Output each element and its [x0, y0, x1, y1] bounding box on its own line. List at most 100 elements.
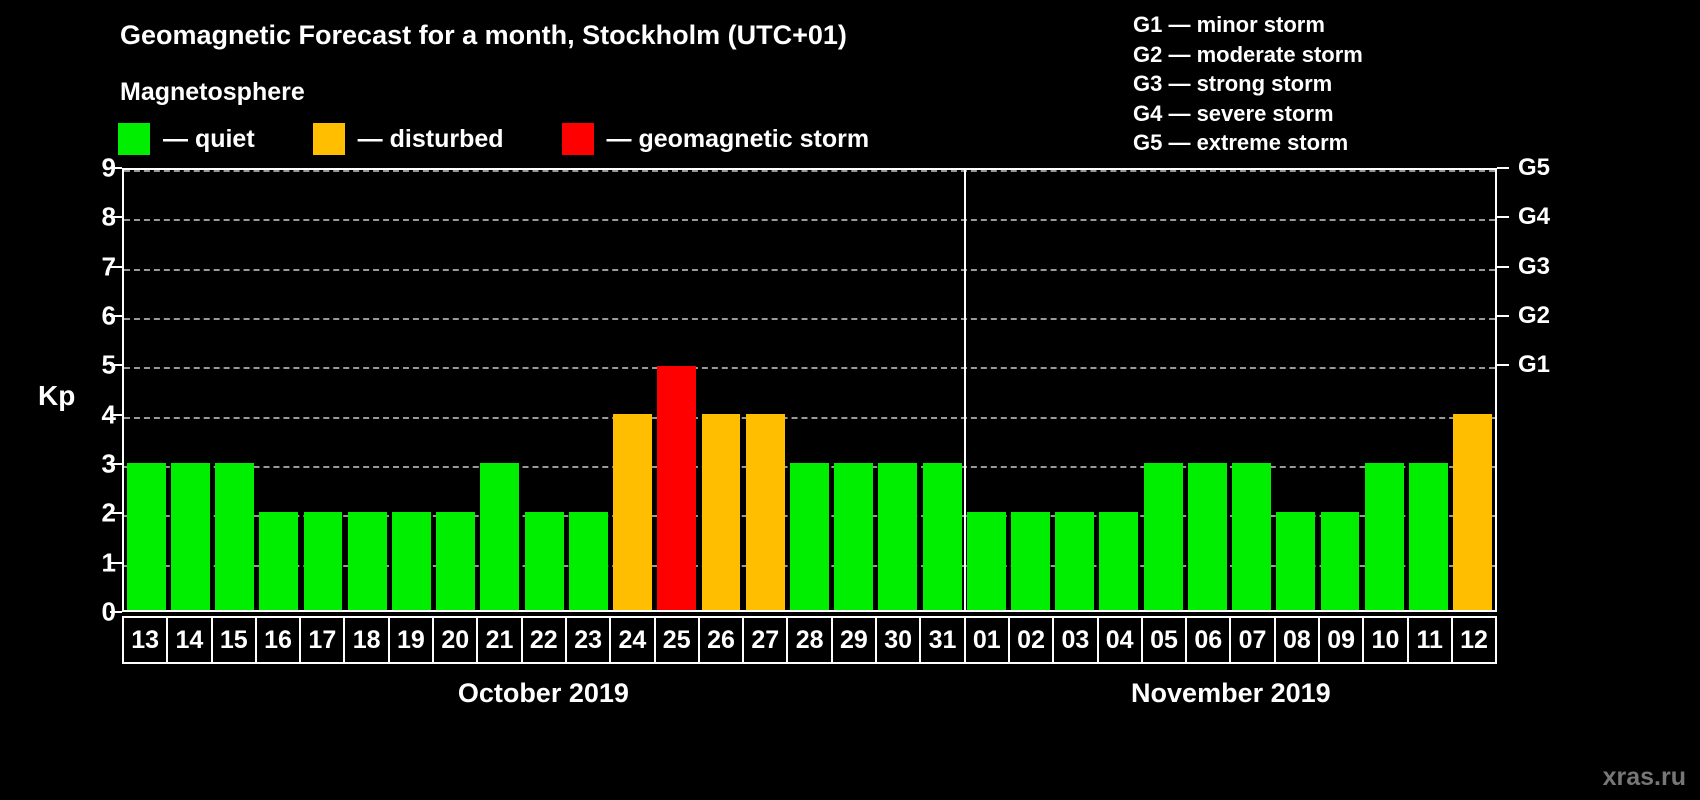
day-label-20: 20 — [432, 616, 479, 664]
legend-label: — geomagnetic storm — [606, 124, 870, 153]
bar-cell-31 — [920, 170, 964, 610]
bar-26 — [701, 414, 741, 610]
day-label-31: 31 — [919, 616, 966, 664]
day-label-28: 28 — [786, 616, 833, 664]
day-label-25: 25 — [653, 616, 700, 664]
day-label-13: 13 — [122, 616, 169, 664]
bar-18 — [347, 512, 387, 610]
bar-cell-30 — [876, 170, 920, 610]
bar-01 — [966, 512, 1006, 610]
bar-15 — [215, 463, 254, 610]
bar-series — [124, 170, 1495, 610]
bar-cell-17 — [301, 170, 345, 610]
bar-09 — [1320, 512, 1360, 610]
bar-16 — [259, 512, 299, 610]
gridline-kp-6 — [124, 318, 1495, 320]
day-label-07: 07 — [1229, 616, 1276, 664]
y-tick-label-0: 0 — [101, 596, 116, 627]
gridline-kp-7 — [124, 268, 1495, 271]
day-label-30: 30 — [875, 616, 922, 664]
chart-plot-area — [122, 168, 1497, 612]
gridline-kp-4 — [124, 416, 1495, 419]
bar-cell-07 — [1229, 170, 1273, 610]
day-label-05: 05 — [1140, 616, 1188, 664]
y-tick-label-1: 1 — [101, 547, 116, 578]
day-label-16: 16 — [254, 616, 302, 664]
day-label-14: 14 — [166, 616, 213, 664]
y-axis-label: Kp — [38, 380, 76, 411]
month-divider — [964, 170, 967, 610]
y-tick-label-3: 3 — [101, 448, 116, 479]
bar-cell-06 — [1185, 170, 1229, 610]
bar-04 — [1099, 512, 1139, 610]
gridline-kp-8 — [124, 219, 1495, 222]
gridline-kp-9 — [124, 170, 1495, 172]
bar-cell-12 — [1451, 170, 1495, 610]
day-label-29: 29 — [830, 616, 878, 664]
magnetosphere-label: Magnetosphere — [120, 78, 305, 106]
bar-cell-28 — [787, 170, 831, 610]
bar-cell-13 — [124, 170, 168, 610]
bar-cell-01 — [964, 170, 1008, 610]
bar-02 — [1011, 512, 1050, 610]
day-label-17: 17 — [299, 616, 346, 664]
day-label-02: 02 — [1007, 616, 1055, 664]
bar-cell-25 — [655, 170, 699, 610]
g-tick-label-G1: G1 — [1518, 351, 1551, 379]
day-label-19: 19 — [387, 616, 435, 664]
y-tick-mark-6 — [110, 315, 122, 317]
bar-cell-20 — [434, 170, 478, 610]
y-tick-mark-9 — [110, 167, 122, 169]
y-tick-label-4: 4 — [101, 399, 116, 430]
day-label-15: 15 — [210, 616, 257, 664]
bar-21 — [480, 463, 520, 610]
bar-cell-22 — [522, 170, 566, 610]
y-tick-mark-4 — [110, 413, 122, 416]
bar-cell-29 — [832, 170, 876, 610]
bar-cell-27 — [743, 170, 787, 610]
bar-cell-11 — [1406, 170, 1450, 610]
day-label-03: 03 — [1052, 616, 1099, 664]
bar-cell-26 — [699, 170, 743, 610]
storm-scale-line-5: G5 — extreme storm — [1133, 130, 1349, 155]
day-label-10: 10 — [1362, 616, 1409, 664]
bar-30 — [878, 463, 918, 610]
bar-cell-02 — [1008, 170, 1052, 610]
bar-12 — [1453, 414, 1493, 610]
bar-23 — [568, 512, 608, 610]
bar-cell-14 — [168, 170, 212, 610]
y-tick-mark-5 — [110, 364, 122, 367]
bar-cell-18 — [345, 170, 389, 610]
bar-24 — [613, 414, 652, 610]
bar-08 — [1276, 512, 1316, 610]
bar-cell-03 — [1053, 170, 1097, 610]
bar-06 — [1187, 463, 1227, 610]
day-label-06: 06 — [1185, 616, 1232, 664]
g-tick-mark-G3 — [1497, 265, 1509, 268]
day-label-04: 04 — [1096, 616, 1143, 664]
g-tick-mark-G4 — [1497, 216, 1509, 219]
g-tick-mark-G2 — [1497, 315, 1509, 317]
bar-cell-24 — [610, 170, 654, 610]
day-label-23: 23 — [564, 616, 612, 664]
day-axis: 13 14 15 16 17 18 19 20 21 22 23 24 25 26 27 28 29 30 31 01… — [122, 616, 1498, 664]
bar-cell-21 — [478, 170, 522, 610]
y-tick-label-9: 9 — [101, 152, 116, 183]
bar-25 — [657, 365, 697, 610]
day-label-22: 22 — [520, 616, 567, 664]
bar-29 — [834, 463, 874, 610]
bar-cell-15 — [212, 170, 256, 610]
day-label-12: 12 — [1450, 616, 1498, 664]
g-tick-mark-G5 — [1497, 167, 1509, 169]
legend-item-2: — geomagnetic storm — [561, 123, 870, 155]
bar-cell-10 — [1362, 170, 1406, 610]
bar-cell-08 — [1274, 170, 1318, 610]
bar-cell-09 — [1318, 170, 1362, 610]
y-tick-mark-3 — [110, 463, 122, 465]
day-label-08: 08 — [1273, 616, 1321, 664]
day-label-18: 18 — [343, 616, 390, 664]
y-tick-label-6: 6 — [101, 300, 116, 331]
y-tick-mark-8 — [110, 216, 122, 219]
bar-11 — [1409, 463, 1448, 610]
y-tick-mark-1 — [110, 561, 122, 564]
